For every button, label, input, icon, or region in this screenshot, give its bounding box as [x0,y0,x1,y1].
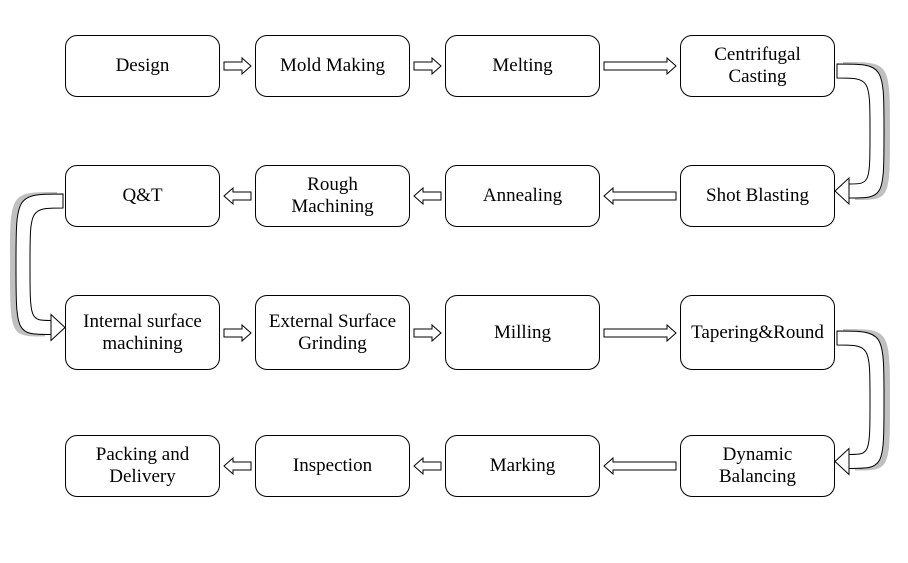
node-n12: Tapering&Round [680,295,835,370]
turn-connector-2 [837,323,892,482]
node-label: Centrifugal Casting [689,44,826,88]
node-n10: External Surface Grinding [255,295,410,370]
node-label: Packing and Delivery [74,444,211,488]
node-n1: Design [65,35,220,97]
node-label: Inspection [293,455,372,477]
arrow-n15-n16 [223,457,252,475]
node-n14: Marking [445,435,600,497]
arrow-n5-n6 [603,187,677,205]
node-label: Internal surface machining [74,311,211,355]
node-n2: Mold Making [255,35,410,97]
arrow-n10-n11 [413,324,442,342]
node-n9: Internal surface machining [65,295,220,370]
node-label: External Surface Grinding [264,311,401,355]
arrow-n1-n2 [223,57,252,75]
arrow-n7-n8 [223,187,252,205]
arrow-n3-n4 [603,57,677,75]
turn-connector-1 [8,186,63,348]
node-n16: Packing and Delivery [65,435,220,497]
node-n3: Melting [445,35,600,97]
arrow-n13-n14 [603,457,677,475]
arrow-n2-n3 [413,57,442,75]
node-label: Q&T [122,185,162,207]
node-n15: Inspection [255,435,410,497]
node-label: Melting [492,55,552,77]
node-n8: Q&T [65,165,220,227]
node-label: Tapering&Round [691,322,824,344]
node-n11: Milling [445,295,600,370]
node-label: Dynamic Balancing [689,444,826,488]
arrow-n14-n15 [413,457,442,475]
node-n13: Dynamic Balancing [680,435,835,497]
node-label: Marking [490,455,555,477]
node-n4: Centrifugal Casting [680,35,835,97]
turn-connector-0 [837,56,892,211]
node-label: Annealing [483,185,562,207]
node-n5: Shot Blasting [680,165,835,227]
arrow-n11-n12 [603,324,677,342]
node-n7: Rough Machining [255,165,410,227]
node-label: Milling [494,322,551,344]
arrow-n6-n7 [413,187,442,205]
node-label: Shot Blasting [706,185,809,207]
node-label: Design [116,55,170,77]
node-label: Mold Making [280,55,385,77]
arrow-n9-n10 [223,324,252,342]
node-n6: Annealing [445,165,600,227]
node-label: Rough Machining [264,174,401,218]
